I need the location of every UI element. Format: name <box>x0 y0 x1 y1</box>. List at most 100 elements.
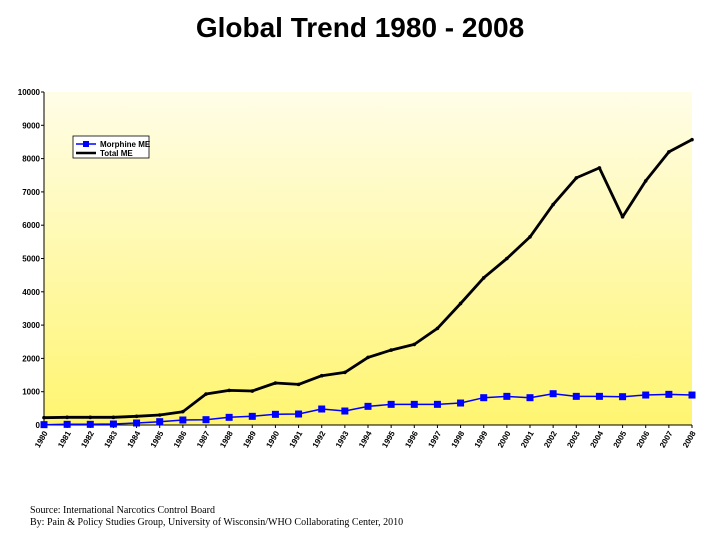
morphine-me-point <box>410 400 418 408</box>
total-me-point <box>227 388 231 393</box>
total-me-point <box>505 256 509 261</box>
x-tick-label: 1987 <box>195 429 212 449</box>
x-tick-label: 1983 <box>102 429 119 449</box>
total-me-point <box>551 202 555 207</box>
x-tick-label: 1996 <box>403 429 420 449</box>
morphine-me-point <box>248 412 256 420</box>
total-me-point <box>157 413 162 417</box>
total-me-point <box>435 326 440 331</box>
x-tick-label: 2004 <box>588 429 605 449</box>
total-me-point <box>343 370 347 375</box>
morphine-me-point <box>63 420 71 428</box>
x-tick-label: 2001 <box>519 429 536 449</box>
total-me-point <box>250 389 255 393</box>
total-me-point <box>690 137 694 142</box>
legend-total-label: Total ME <box>100 149 133 158</box>
y-tick-label: 3000 <box>22 321 40 330</box>
total-me-point <box>181 409 185 414</box>
morphine-me-point <box>109 420 117 428</box>
x-tick-label: 1984 <box>126 429 143 449</box>
morphine-me-point <box>457 399 465 407</box>
x-tick-label: 1988 <box>218 429 235 449</box>
morphine-me-point <box>549 390 557 398</box>
total-me-point <box>88 415 93 420</box>
total-me-point <box>458 301 463 306</box>
plot-area <box>44 92 692 425</box>
x-tick-label: 1982 <box>79 429 96 449</box>
x-tick-label: 2002 <box>542 429 559 449</box>
total-me-point <box>528 235 532 239</box>
x-tick-label: 1990 <box>264 429 281 449</box>
total-me-point <box>204 392 208 396</box>
morphine-me-point <box>341 407 349 415</box>
morphine-me-point <box>480 394 488 402</box>
source-line-2: By: Pain & Policy Studies Group, Univers… <box>30 517 404 528</box>
morphine-me-point <box>619 393 627 401</box>
x-tick-label: 1999 <box>473 429 490 449</box>
total-me-point <box>574 176 579 180</box>
x-tick-label: 2005 <box>612 429 629 449</box>
morphine-me-point <box>179 416 187 424</box>
x-tick-label: 2006 <box>635 429 652 449</box>
total-me-point <box>366 355 370 360</box>
total-me-point <box>597 166 602 170</box>
y-tick-label: 0 <box>36 421 41 430</box>
x-tick-label: 2008 <box>681 429 698 449</box>
total-me-point <box>412 342 417 347</box>
source-note: Source: International Narcotics Control … <box>30 505 403 529</box>
y-tick-label: 7000 <box>22 188 40 197</box>
total-me-point <box>481 276 486 280</box>
legend-morphine-label: Morphine ME <box>100 140 151 149</box>
morphine-me-point <box>433 400 441 408</box>
y-tick-label: 4000 <box>22 288 40 297</box>
morphine-me-point <box>295 410 303 418</box>
morphine-me-point <box>225 413 233 421</box>
y-tick-label: 6000 <box>22 221 40 230</box>
morphine-me-point <box>526 394 534 402</box>
legend-morphine-marker <box>83 141 89 147</box>
x-tick-label: 2003 <box>565 429 582 449</box>
morphine-me-point <box>665 390 673 398</box>
total-me-point <box>643 179 648 183</box>
morphine-me-point <box>688 391 696 399</box>
y-tick-label: 1000 <box>22 388 40 397</box>
morphine-me-point <box>133 419 141 427</box>
x-tick-label: 1989 <box>241 429 258 449</box>
y-tick-label: 10000 <box>18 88 41 97</box>
y-ticks: 0 1000 2000 3000 4000 5000 6000 7000 8000 9000 100… <box>18 88 44 430</box>
total-me-point <box>389 348 393 352</box>
x-tick-label: 1986 <box>172 429 189 449</box>
total-me-point <box>667 150 671 154</box>
total-me-point <box>296 382 301 387</box>
total-me-point <box>273 381 278 385</box>
chart-title: Global Trend 1980 - 2008 <box>195 12 525 43</box>
morphine-me-point <box>202 416 210 424</box>
total-me-point <box>134 414 139 419</box>
total-me-point <box>42 415 46 420</box>
total-me-point <box>620 215 625 219</box>
morphine-me-point <box>503 392 511 400</box>
x-tick-label: 1993 <box>334 429 351 449</box>
x-tick-label: 1980 <box>33 429 50 449</box>
series-group <box>40 137 696 429</box>
x-tick-label: 1991 <box>288 429 305 449</box>
morphine-me-point <box>318 405 326 413</box>
morphine-me-point <box>86 420 94 428</box>
y-tick-label: 9000 <box>22 121 40 130</box>
morphine-me-point <box>387 400 395 408</box>
x-ticks: 1980 1981 1982 1983 1984 1985 1986 1987 1988 1989… <box>33 425 698 449</box>
source-line-1: Source: International Narcotics Control … <box>30 505 215 516</box>
y-tick-label: 8000 <box>22 155 40 164</box>
morphine-me-point <box>40 421 48 429</box>
x-tick-label: 1992 <box>311 429 328 449</box>
legend: Morphine ME Total ME <box>72 135 151 159</box>
y-tick-label: 5000 <box>22 255 40 264</box>
x-tick-label: 1995 <box>380 429 397 449</box>
x-tick-label: 1985 <box>149 429 166 449</box>
y-tick-label: 2000 <box>22 354 40 363</box>
x-tick-label: 1994 <box>357 429 374 449</box>
morphine-me-point <box>156 418 164 426</box>
x-tick-label: 1997 <box>426 429 443 449</box>
x-tick-label: 1981 <box>56 429 73 449</box>
morphine-me-point <box>595 392 603 400</box>
